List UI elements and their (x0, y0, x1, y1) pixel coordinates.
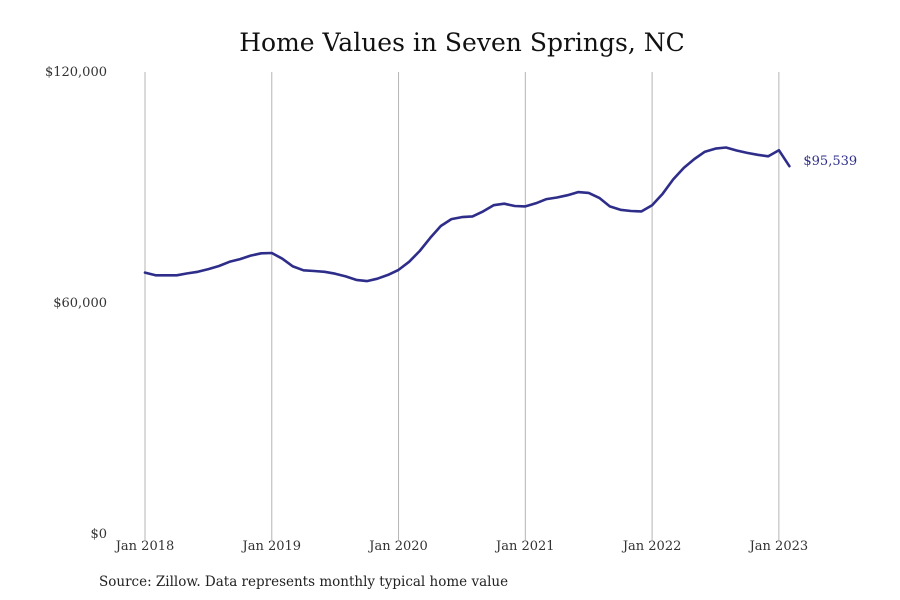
y-tick-label: $120,000 (45, 65, 107, 80)
end-value-label: $95,539 (803, 154, 857, 169)
chart-title: Home Values in Seven Springs, NC (239, 28, 684, 57)
y-tick-label: $60,000 (53, 296, 107, 311)
x-tick-label: Jan 2021 (494, 539, 555, 554)
x-tick-label: Jan 2018 (114, 539, 175, 554)
y-tick-label: $0 (90, 527, 107, 542)
series-group (143, 146, 791, 283)
x-tick-label: Jan 2020 (367, 539, 428, 554)
x-tick-label: Jan 2023 (748, 539, 809, 554)
home-value-line (143, 146, 791, 283)
source-note: Source: Zillow. Data represents monthly … (99, 574, 508, 590)
y-axis-ticks: $0 $60,000 $120,000 (45, 65, 107, 542)
grid-lines (144, 72, 780, 540)
x-tick-label: Jan 2019 (240, 539, 301, 554)
x-axis-ticks: Jan 2018 Jan 2019 Jan 2020 Jan 2021 Jan 2022… (114, 539, 808, 554)
x-tick-label: Jan 2022 (621, 539, 682, 554)
